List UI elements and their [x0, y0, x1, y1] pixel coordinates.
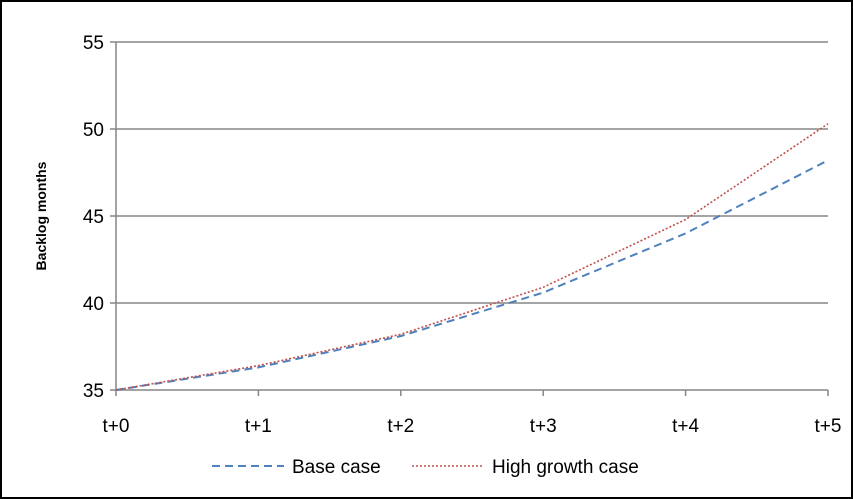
- series-line: [115, 123, 829, 391]
- x-tick-label: t+1: [245, 416, 272, 437]
- y-tick-label: 35: [83, 381, 104, 402]
- series-line: [115, 159, 829, 391]
- x-tick-label: t+4: [672, 416, 699, 437]
- y-axis-label: Backlog months: [33, 161, 49, 270]
- gridlines: [116, 41, 828, 304]
- x-tick-label: t+2: [387, 416, 414, 437]
- series-lines: [115, 123, 829, 391]
- axes: [110, 41, 829, 396]
- y-tick-labels: 35 40 45 50 55: [83, 33, 104, 402]
- legend-label: Base case: [292, 457, 381, 478]
- y-tick-label: 55: [83, 33, 104, 54]
- x-tick-labels: t+0 t+1 t+2 t+3 t+4 t+5: [103, 416, 842, 437]
- y-tick-label: 40: [83, 294, 104, 315]
- y-tick-label: 50: [83, 120, 104, 141]
- legend: Base case High growth case: [212, 457, 639, 478]
- x-tick-label: t+3: [530, 416, 557, 437]
- x-tick-label: t+0: [103, 416, 130, 437]
- legend-label: High growth case: [492, 457, 639, 478]
- y-tick-label: 45: [83, 207, 104, 228]
- x-tick-label: t+5: [815, 416, 842, 437]
